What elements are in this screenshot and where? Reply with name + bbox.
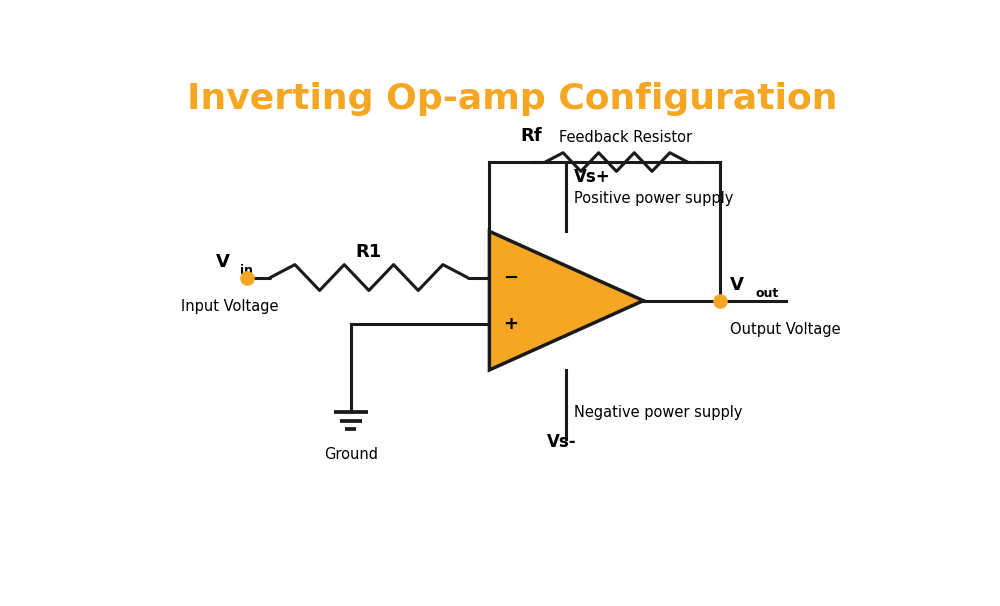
Text: V: V xyxy=(730,276,744,295)
Text: Vs-: Vs- xyxy=(547,433,577,451)
Text: Vs+: Vs+ xyxy=(574,168,611,186)
Text: −: − xyxy=(503,268,519,287)
Text: V: V xyxy=(216,253,230,271)
Text: Positive power supply: Positive power supply xyxy=(574,191,733,206)
Text: Negative power supply: Negative power supply xyxy=(574,405,743,419)
Text: Inverting Op-amp Configuration: Inverting Op-amp Configuration xyxy=(187,82,838,116)
Text: +: + xyxy=(503,315,518,333)
Point xyxy=(239,273,255,282)
Text: in: in xyxy=(240,264,253,277)
Text: Rf: Rf xyxy=(520,127,542,145)
Text: Input Voltage: Input Voltage xyxy=(181,299,279,314)
Text: Output Voltage: Output Voltage xyxy=(730,322,840,337)
Text: Ground: Ground xyxy=(324,447,378,462)
Polygon shape xyxy=(489,231,643,370)
Text: out: out xyxy=(756,287,779,300)
Text: Feedback Resistor: Feedback Resistor xyxy=(559,130,692,145)
Point xyxy=(712,296,728,305)
Text: R1: R1 xyxy=(356,242,382,261)
